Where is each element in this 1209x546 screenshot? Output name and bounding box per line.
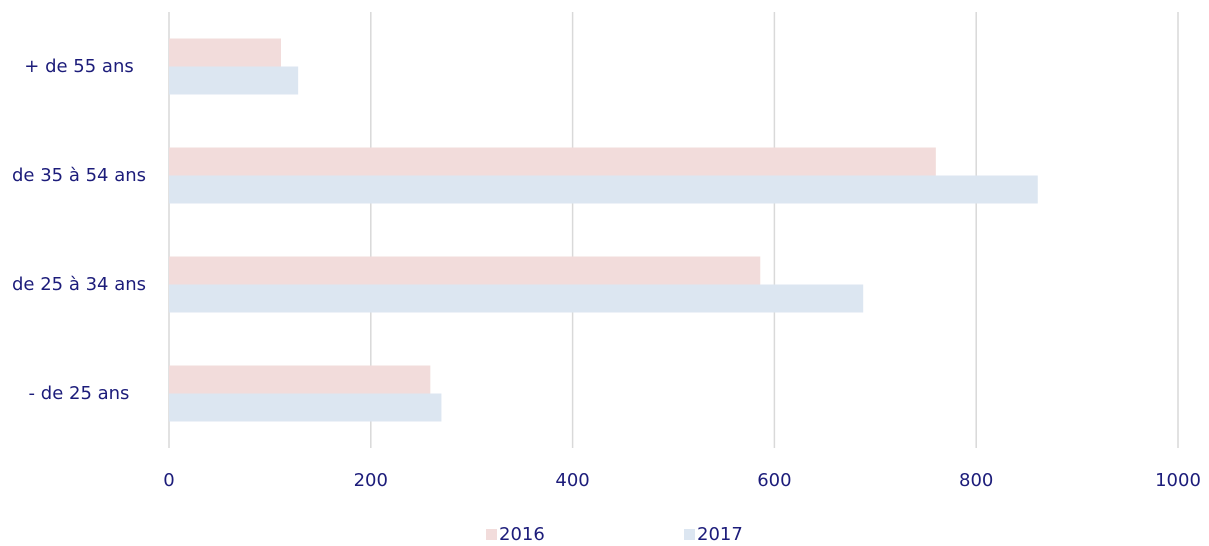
bar: [169, 393, 442, 422]
bar: [169, 175, 1038, 204]
x-tick-label: 0: [163, 470, 174, 491]
y-tick-label: de 35 à 54 ans: [11, 164, 147, 186]
bar: [169, 38, 281, 67]
bar: [169, 284, 864, 313]
bar: [169, 365, 431, 394]
x-tick-label: 600: [757, 470, 791, 491]
bar: [169, 256, 761, 285]
x-tick-label: 1000: [1155, 470, 1201, 491]
y-tick-label: - de 25 ans: [28, 382, 130, 404]
y-tick-label: de 25 à 34 ans: [11, 273, 147, 295]
legend-swatch: [486, 529, 497, 540]
legend-label: 2016: [499, 524, 545, 545]
bar: [169, 66, 299, 95]
legend-swatch: [684, 529, 695, 540]
legend-label: 2017: [697, 524, 743, 545]
bar: [169, 147, 936, 176]
y-tick-label: + de 55 ans: [24, 55, 134, 77]
x-tick-label: 200: [354, 470, 388, 491]
x-tick-label: 800: [959, 470, 993, 491]
x-tick-label: 400: [555, 470, 589, 491]
